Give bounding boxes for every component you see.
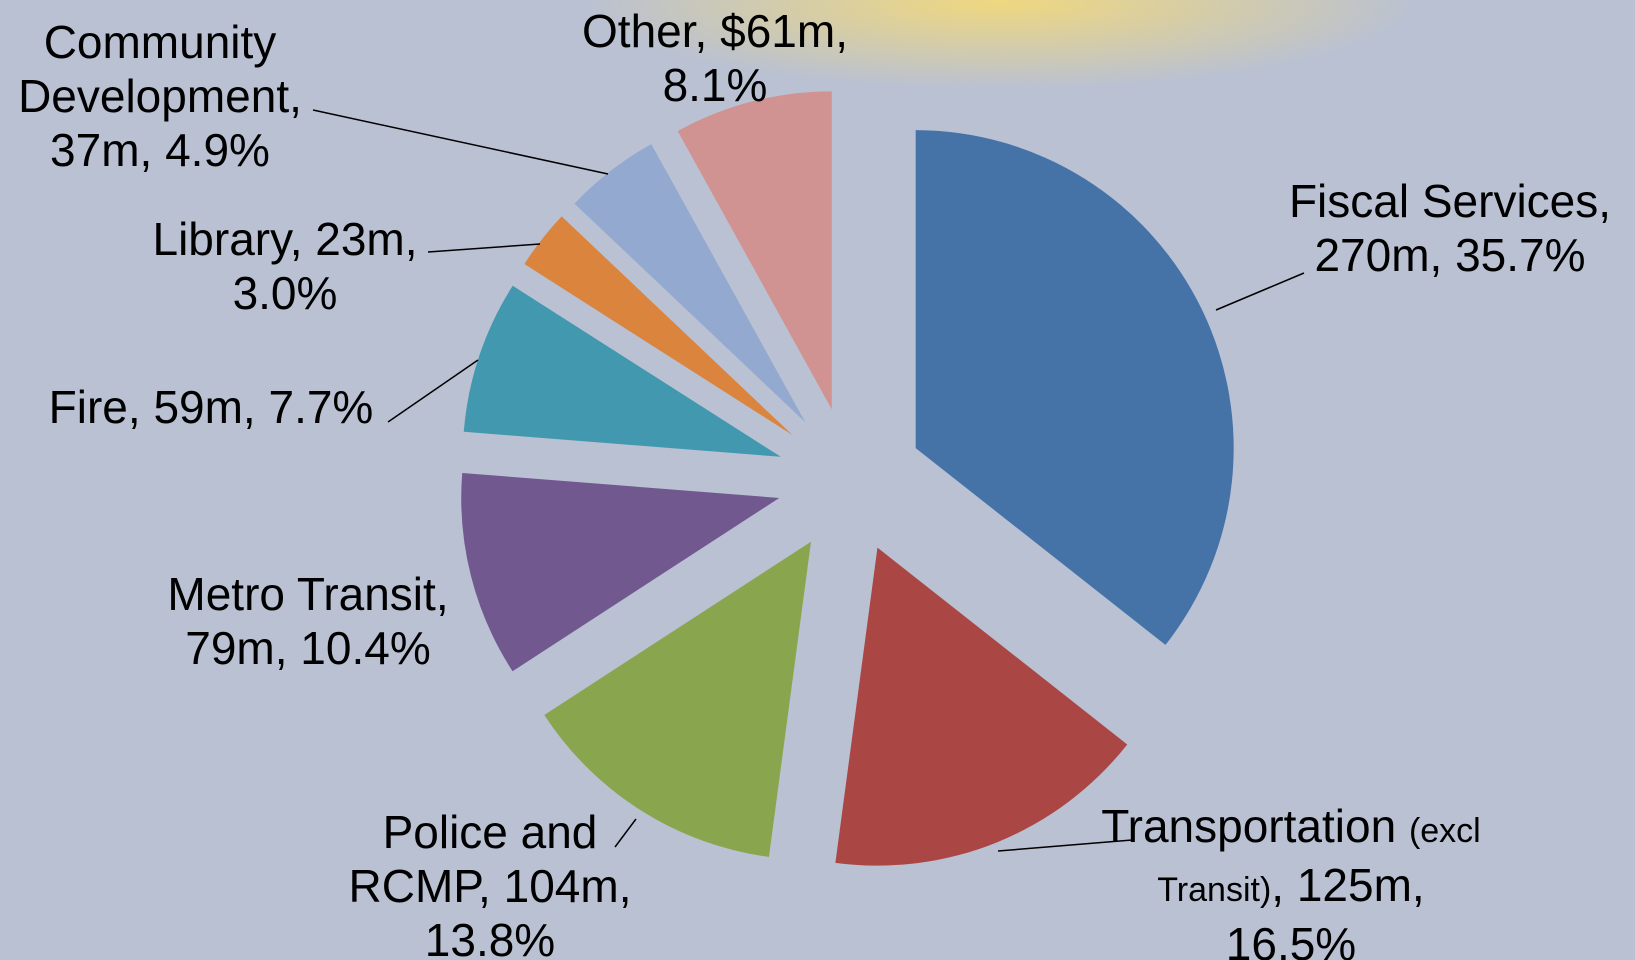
- value-label: 23m: [315, 213, 405, 265]
- percent-label: 3.0%: [232, 267, 338, 319]
- pie-slice: [915, 130, 1234, 645]
- pie-slice: [524, 216, 793, 436]
- category-label: Fiscal Services: [1288, 175, 1599, 227]
- leader-line: [614, 818, 637, 848]
- leader-line: [997, 839, 1133, 852]
- leader-line: [427, 243, 541, 253]
- category-label: Transportation: [1101, 800, 1397, 852]
- slice-label: Community Development, 37m, 4.9%: [18, 16, 302, 176]
- slice-label: Fire, 59m, 7.7%: [48, 381, 374, 433]
- value-label: 270m: [1314, 229, 1430, 281]
- slice-label: Other, $61m, 8.1%: [582, 5, 848, 111]
- category-label: Metro Transit: [167, 568, 436, 620]
- percent-label: 10.4%: [300, 622, 431, 674]
- pie-slice: [677, 91, 832, 410]
- leader-line: [312, 109, 609, 175]
- value-label: 59m: [153, 381, 243, 433]
- percent-label: 13.8%: [424, 914, 556, 960]
- percent-label: 7.7%: [268, 381, 374, 433]
- pie-slice: [463, 285, 781, 457]
- value-label: 125m: [1296, 859, 1412, 911]
- value-label: 37m: [50, 124, 140, 176]
- slice-label: Library, 23m, 3.0%: [152, 213, 418, 319]
- category-label: Other: [582, 5, 695, 57]
- leader-line: [387, 359, 479, 423]
- category-note: (excl Transit): [1157, 812, 1481, 909]
- percent-label: 8.1%: [662, 59, 768, 111]
- slice-label: Police and RCMP, 104m, 13.8%: [330, 805, 650, 960]
- percent-label: 35.7%: [1455, 229, 1586, 281]
- pie-slice: [461, 472, 780, 672]
- value-label: $61m: [720, 5, 836, 57]
- percent-label: 16.5%: [1225, 918, 1357, 960]
- value-label: 79m: [185, 622, 275, 674]
- value-label: 104m: [503, 860, 619, 912]
- category-label: Community Development: [18, 16, 290, 122]
- pie-slice: [574, 144, 806, 423]
- slice-label: Metro Transit, 79m, 10.4%: [167, 568, 449, 674]
- category-label: Library: [152, 213, 290, 265]
- leader-line: [1215, 272, 1305, 311]
- slice-label: Fiscal Services, 270m, 35.7%: [1288, 175, 1612, 281]
- pie-slice: [544, 541, 811, 857]
- pie-slice: [835, 547, 1128, 866]
- slice-label: Transportation (excl Transit), 125m, 16.…: [1091, 799, 1491, 960]
- percent-label: 4.9%: [165, 124, 270, 176]
- category-label: Fire: [48, 381, 128, 433]
- category-label: Police and RCMP: [348, 806, 598, 912]
